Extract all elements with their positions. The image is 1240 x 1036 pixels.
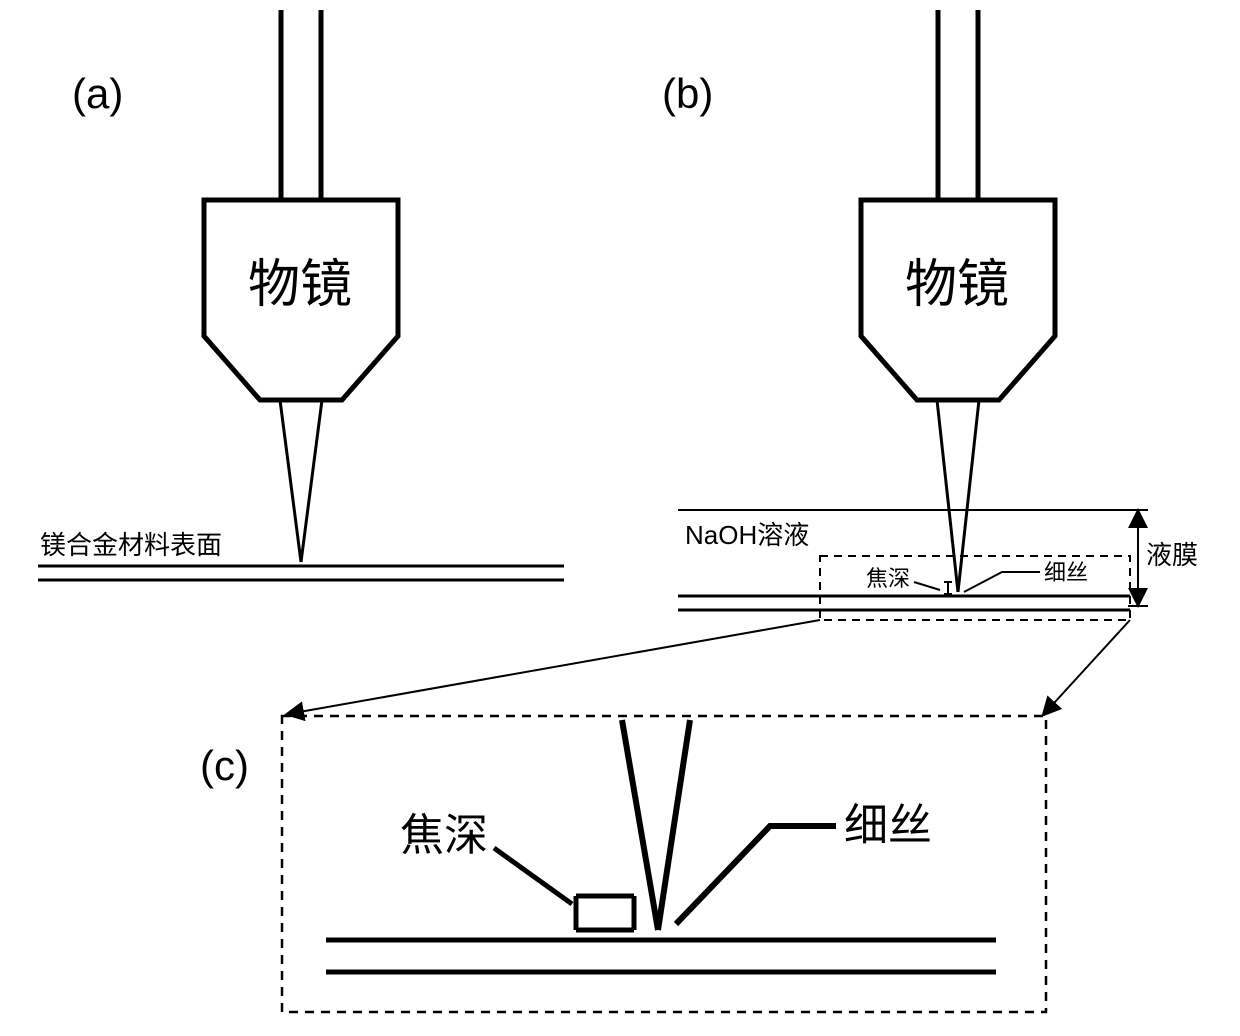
lens-a-label: 物镜 (248, 256, 352, 314)
wire-c-label: 细丝 (844, 801, 932, 850)
focal-c-label: 焦深 (400, 811, 488, 860)
lens-b-label: 物镜 (905, 256, 1009, 314)
beam-b-r (958, 400, 979, 592)
beam-c-r (658, 720, 690, 930)
zoom-left (288, 620, 820, 714)
film-label: 液膜 (1146, 540, 1198, 570)
focal-b-lead (914, 582, 940, 590)
focal-c-lead (494, 848, 572, 904)
panel-b-label: (b) (662, 70, 713, 117)
wire-b-line (964, 572, 1040, 592)
detail-box-c (282, 716, 1046, 1012)
panel-a-label: (a) (72, 70, 123, 117)
wire-b-label: 细丝 (1044, 560, 1088, 585)
focal-b-label: 焦深 (866, 566, 910, 591)
zoom-right (1044, 620, 1130, 714)
panel-c-label: (c) (200, 742, 249, 789)
solution-label: NaOH溶液 (685, 520, 809, 550)
beam-a-r (301, 400, 322, 562)
beam-a-l (280, 400, 301, 562)
wire-c-line (676, 826, 836, 924)
surface-a-label: 镁合金材料表面 (40, 530, 222, 560)
beam-b-l (937, 400, 958, 592)
